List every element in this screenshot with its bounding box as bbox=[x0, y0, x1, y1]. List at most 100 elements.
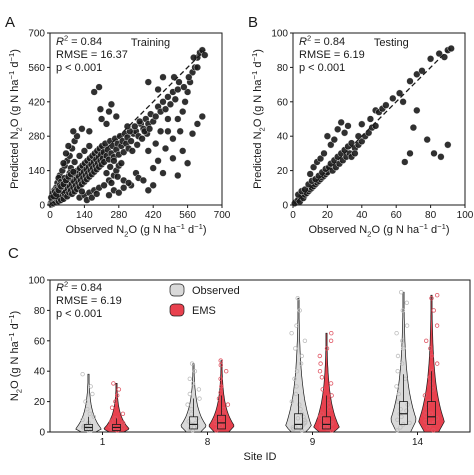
jitter-point bbox=[289, 331, 294, 336]
y-tick-label: 420 bbox=[28, 97, 45, 108]
data-point bbox=[138, 135, 146, 143]
jitter-point bbox=[395, 369, 400, 374]
jitter-point bbox=[324, 346, 330, 351]
data-point bbox=[185, 73, 193, 81]
jitter-point bbox=[294, 323, 299, 328]
data-point bbox=[344, 122, 352, 130]
x-tick-label: 0 bbox=[47, 210, 53, 221]
data-point bbox=[164, 93, 172, 101]
jitter-point bbox=[394, 384, 399, 389]
data-point bbox=[164, 115, 172, 123]
jitter-point bbox=[185, 402, 190, 407]
x-tick-label: 9 bbox=[310, 437, 316, 448]
data-point bbox=[161, 105, 170, 113]
data-point bbox=[437, 153, 445, 161]
data-point bbox=[106, 163, 114, 171]
jitter-point bbox=[319, 425, 324, 430]
data-point bbox=[157, 127, 165, 135]
data-point bbox=[152, 140, 160, 148]
stat-b-r2-label: R2 = 0.84 bbox=[299, 34, 345, 49]
data-point bbox=[69, 127, 77, 135]
jitter-point bbox=[295, 416, 301, 421]
jitter-point bbox=[327, 402, 332, 407]
data-point bbox=[179, 107, 187, 116]
violin-observed bbox=[180, 363, 207, 433]
data-point bbox=[174, 171, 182, 180]
jitter-point bbox=[88, 384, 93, 389]
data-point bbox=[161, 144, 170, 153]
jitter-point bbox=[218, 376, 223, 381]
jitter-point bbox=[399, 290, 404, 295]
jitter-point bbox=[189, 361, 195, 366]
x-axis-label: Observed N2O (g N ha−1 d−1) bbox=[308, 222, 449, 238]
data-point bbox=[105, 107, 113, 116]
jitter-point bbox=[329, 428, 334, 433]
box bbox=[427, 401, 436, 425]
jitter-point bbox=[292, 376, 297, 381]
jitter-point bbox=[400, 338, 405, 343]
data-point bbox=[193, 120, 202, 128]
data-point bbox=[423, 136, 431, 144]
data-point bbox=[154, 85, 162, 94]
jitter-point bbox=[318, 361, 323, 366]
data-point bbox=[406, 77, 414, 85]
data-point bbox=[164, 127, 172, 135]
data-point bbox=[201, 51, 209, 59]
y-tick-label: 0 bbox=[39, 428, 45, 439]
data-point bbox=[100, 181, 108, 189]
x-tick-label: 8 bbox=[205, 437, 211, 448]
jitter-point bbox=[328, 381, 334, 386]
stat-c-p-value-label: p < 0.001 bbox=[56, 308, 102, 320]
x-tick-label: 40 bbox=[356, 210, 368, 221]
data-point bbox=[184, 88, 192, 96]
one-to-one-line bbox=[292, 49, 449, 206]
y-tick-label: 60 bbox=[34, 336, 46, 347]
data-point bbox=[175, 78, 183, 86]
y-axis-label: N2O (g N ha−1 d−1) bbox=[7, 311, 23, 401]
data-point bbox=[149, 181, 157, 189]
x-tick-label: 140 bbox=[76, 210, 93, 221]
data-point bbox=[181, 98, 189, 106]
data-point bbox=[85, 127, 93, 135]
x-tick-label: 60 bbox=[391, 210, 403, 221]
data-point bbox=[427, 55, 435, 63]
data-point bbox=[366, 115, 375, 123]
stat-c-r2-label: R2 = 0.84 bbox=[56, 280, 102, 295]
data-point bbox=[166, 100, 175, 108]
jitter-point bbox=[398, 425, 403, 430]
jitter-point bbox=[116, 387, 122, 392]
violin-ems bbox=[313, 332, 340, 433]
data-point bbox=[96, 105, 105, 113]
jitter-point bbox=[398, 407, 403, 412]
jitter-point bbox=[187, 376, 192, 381]
data-point bbox=[174, 115, 182, 123]
jitter-point bbox=[317, 369, 323, 374]
jitter-point bbox=[121, 425, 126, 430]
jitter-point bbox=[218, 390, 223, 395]
data-point bbox=[80, 147, 89, 155]
data-point bbox=[341, 129, 349, 137]
data-point bbox=[176, 127, 184, 135]
jitter-point bbox=[187, 391, 192, 397]
legend-swatch-ems bbox=[169, 303, 185, 317]
data-point bbox=[159, 169, 167, 177]
data-point bbox=[327, 141, 335, 149]
box bbox=[294, 413, 303, 430]
data-point bbox=[351, 149, 359, 158]
jitter-point bbox=[302, 338, 308, 343]
jitter-point bbox=[299, 353, 304, 359]
y-tick-label: 140 bbox=[28, 166, 45, 177]
jitter-point bbox=[289, 399, 294, 404]
data-point bbox=[110, 157, 118, 165]
y-tick-label: 60 bbox=[277, 97, 289, 108]
stat-c-rmse-label: RMSE = 6.19 bbox=[56, 295, 122, 307]
data-point bbox=[120, 148, 128, 156]
data-point bbox=[389, 94, 397, 103]
data-point bbox=[59, 159, 68, 167]
one-to-one-line bbox=[49, 49, 206, 206]
x-tick-label: 700 bbox=[214, 210, 231, 221]
jitter-point bbox=[81, 423, 86, 429]
panel-b-testing-scatter: B Testing 0 20 40 60 80 100 0 20 40 60 80 100 Observed… bbox=[248, 14, 474, 238]
jitter-point bbox=[434, 416, 439, 421]
panel-label-b: B bbox=[248, 14, 258, 31]
